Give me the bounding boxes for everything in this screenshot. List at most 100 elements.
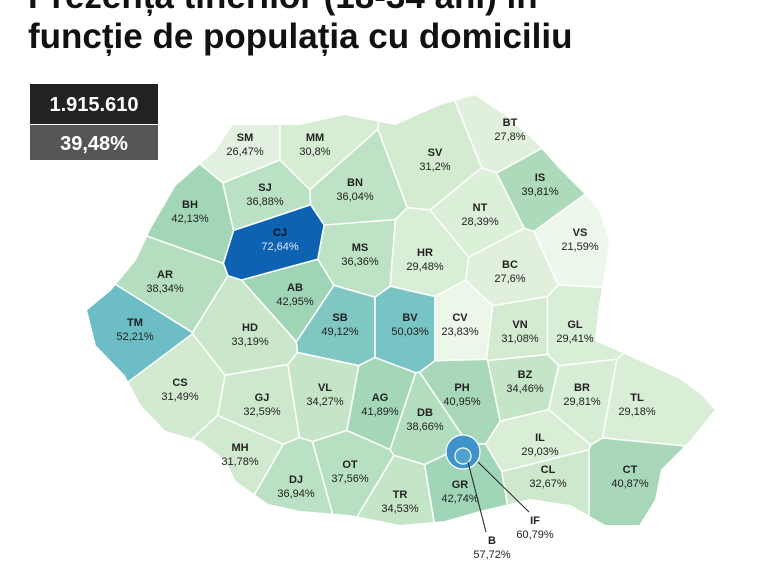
county-code: VS — [573, 227, 588, 239]
county-value: 36,36% — [341, 256, 379, 268]
county-code: TL — [630, 392, 644, 404]
county-value: 42,95% — [276, 296, 314, 308]
county-value: 49,12% — [321, 326, 359, 338]
county-value: 52,21% — [116, 331, 154, 343]
title-line: funcție de populația cu domiciliu — [28, 17, 572, 56]
county-value: 21,59% — [561, 241, 599, 253]
county-value: 31,08% — [501, 333, 539, 345]
county-code: TR — [393, 489, 408, 501]
county-value: 50,03% — [391, 326, 429, 338]
county-code: CT — [623, 464, 638, 476]
county-code: HD — [242, 322, 258, 334]
county-code: VN — [512, 319, 527, 331]
county-code: B — [488, 535, 496, 547]
county — [441, 94, 686, 174]
county-value: 29,41% — [556, 333, 594, 345]
county-code: DB — [417, 407, 433, 419]
county-value: 29,18% — [618, 406, 656, 418]
county-code: AB — [287, 282, 303, 294]
county-value: 38,34% — [146, 283, 184, 295]
total-value: 1.915.610 — [50, 94, 139, 116]
county-value: 42,74% — [441, 493, 479, 505]
county-code: BH — [182, 199, 198, 211]
leader-line — [467, 461, 487, 533]
county-code: TM — [127, 317, 143, 329]
county-code: CS — [172, 377, 187, 389]
total-box — [30, 84, 158, 124]
county-value: 27,6% — [494, 273, 525, 285]
county-value: 23,83% — [441, 326, 479, 338]
county-value: 29,48% — [406, 261, 444, 273]
county-code: NT — [473, 202, 488, 214]
county-code: OT — [342, 459, 358, 471]
county-value: 42,13% — [171, 213, 209, 225]
county-code: CJ — [273, 227, 287, 239]
county-code: AG — [372, 392, 389, 404]
county — [601, 276, 716, 453]
county-code: MS — [352, 242, 369, 254]
country-outline — [84, 92, 718, 528]
county-code: BV — [402, 312, 418, 324]
county-code: IF — [530, 515, 540, 527]
county — [454, 447, 472, 465]
county-code: MH — [231, 442, 248, 454]
county — [588, 437, 716, 526]
county-code: SB — [332, 312, 347, 324]
county-code: GR — [452, 479, 469, 491]
county-value: 36,88% — [246, 196, 284, 208]
county-code: IL — [535, 432, 545, 444]
county-value: 41,89% — [361, 406, 399, 418]
county-code: BT — [503, 117, 518, 129]
county-code: CV — [452, 312, 468, 324]
county-code: BZ — [518, 369, 533, 381]
share-value: 39,48% — [60, 133, 128, 155]
county-code: MM — [306, 132, 324, 144]
county-code: GL — [567, 319, 583, 331]
county-code: DJ — [289, 474, 303, 486]
county-value: 34,53% — [381, 503, 419, 515]
county-value: 26,47% — [226, 146, 264, 158]
county-value: 38,66% — [406, 421, 444, 433]
county-code: BR — [574, 382, 590, 394]
county-value: 39,81% — [521, 186, 559, 198]
county-value: 29,81% — [563, 396, 601, 408]
county-code: IS — [535, 172, 545, 184]
county-code: SV — [428, 147, 443, 159]
share-box — [30, 125, 158, 160]
county-value: 33,19% — [231, 336, 269, 348]
county-value: 34,46% — [506, 383, 544, 395]
county-value: 72,64% — [261, 241, 299, 253]
county-code: BC — [502, 259, 518, 271]
county-value: 27,8% — [494, 131, 525, 143]
county-value: 31,2% — [419, 161, 450, 173]
labels: SM 26,47% MM 30,8% BT 27,8% SV 31,2% IS 39,81% BH 4… — [116, 117, 656, 561]
county-value: 32,67% — [529, 478, 567, 490]
county-value: 37,56% — [331, 473, 369, 485]
county-code: PH — [454, 382, 469, 394]
title-line: Prezența tinerilor (18-34 ani) în — [28, 0, 538, 16]
county-code: HR — [417, 247, 433, 259]
county-value: 57,72% — [473, 549, 511, 561]
county-code: VL — [318, 382, 332, 394]
county — [86, 414, 285, 526]
county-code: CL — [541, 464, 556, 476]
county-value: 34,27% — [306, 396, 344, 408]
leader-line — [477, 461, 530, 513]
county-value: 40,95% — [443, 396, 481, 408]
county — [215, 436, 342, 526]
county-code: SM — [237, 132, 254, 144]
county-value: 29,03% — [521, 446, 559, 458]
county-value: 40,87% — [611, 478, 649, 490]
county-value: 30,8% — [299, 146, 330, 158]
county-value: 31,49% — [161, 391, 199, 403]
county-value: 28,39% — [461, 216, 499, 228]
county-value: 32,59% — [243, 406, 281, 418]
county-value: 36,04% — [336, 191, 374, 203]
county-value: 60,79% — [516, 529, 554, 541]
county-code: SJ — [258, 182, 271, 194]
county-code: AR — [157, 269, 173, 281]
county-code: GJ — [255, 392, 270, 404]
county-value: 36,94% — [277, 488, 315, 500]
